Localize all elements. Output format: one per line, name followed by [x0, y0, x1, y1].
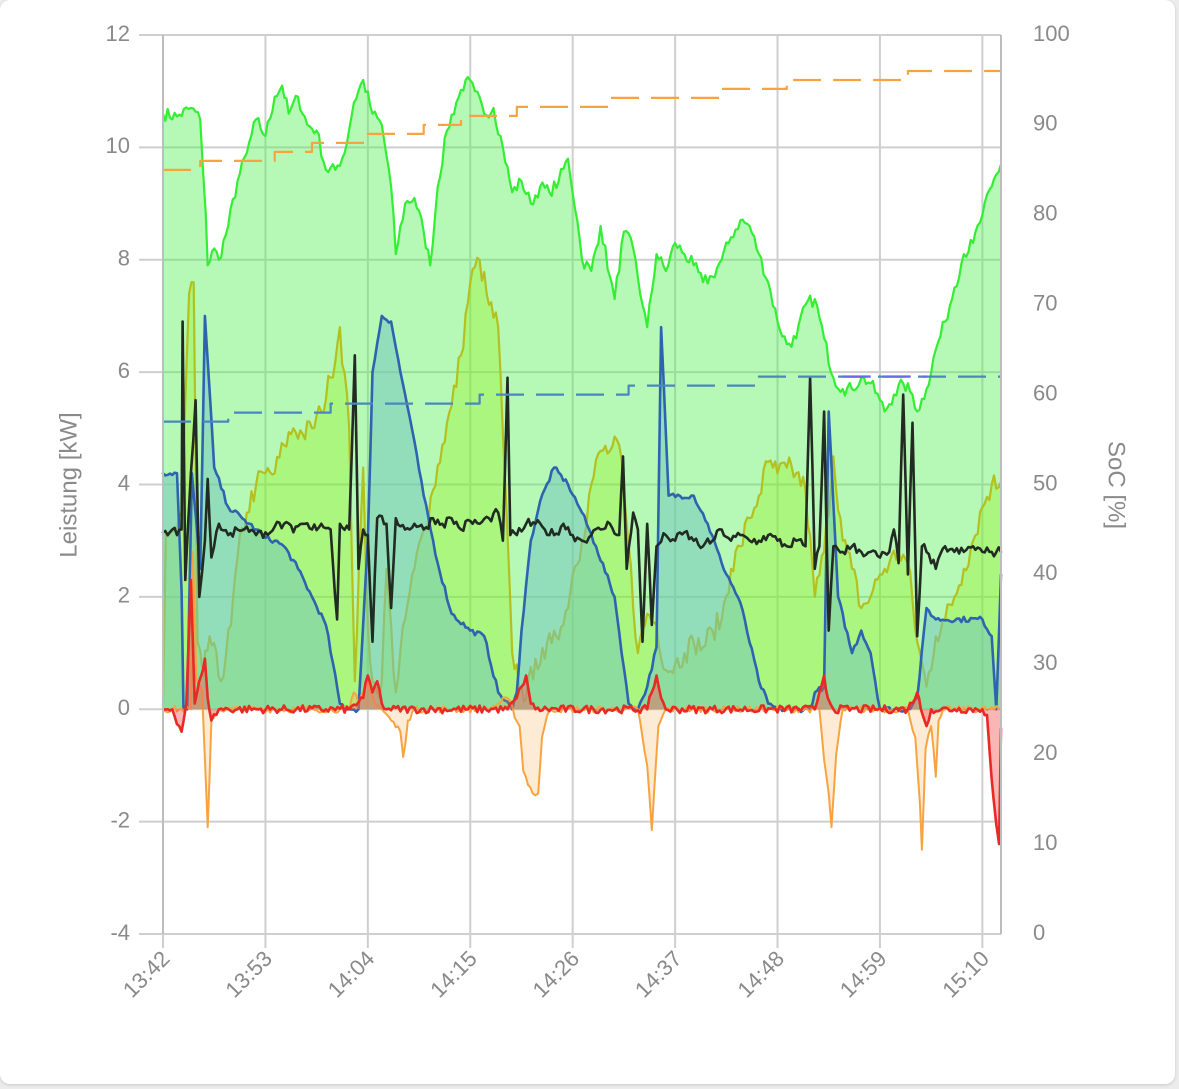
series-line-6: [163, 69, 1001, 171]
y2-tick-label: 60: [1033, 380, 1057, 405]
y2-tick-label: 80: [1033, 201, 1057, 226]
y2-tick-label: 90: [1033, 111, 1057, 136]
series-line-7: [163, 375, 1001, 423]
series-line-5: [161, 320, 1003, 644]
y-tick-label: 8: [118, 246, 130, 271]
series-area-1: [163, 257, 1001, 710]
y-tick-label: 2: [118, 583, 130, 608]
x-tick-label: 14:48: [732, 946, 789, 1003]
y2-tick-label: 70: [1033, 291, 1057, 316]
y2-tick-label: 30: [1033, 650, 1057, 675]
x-tick-label: 13:53: [220, 946, 277, 1003]
y2-tick-label: 20: [1033, 740, 1057, 765]
series-line-4: [161, 578, 1003, 846]
series-layer: [161, 69, 1003, 851]
series-line-2: [161, 314, 1003, 714]
y-tick-label: 0: [118, 695, 130, 720]
y-axis-title: Leistung [kW]: [55, 412, 82, 557]
y-tick-label: 12: [106, 21, 130, 46]
x-tick-label: 13:42: [118, 946, 175, 1003]
y2-tick-label: 10: [1033, 830, 1057, 855]
y2-tick-label: 40: [1033, 560, 1057, 585]
y-tick-label: 10: [106, 133, 130, 158]
y-tick-label: 4: [118, 470, 130, 495]
x-tick-label: 14:04: [323, 946, 380, 1003]
y2-tick-label: 100: [1033, 21, 1070, 46]
x-tick-label: 15:10: [937, 946, 994, 1003]
grid: [162, 34, 1001, 935]
y2-tick-label: 0: [1033, 920, 1045, 945]
x-tick-label: 14:37: [630, 946, 687, 1003]
y-tick-label: -4: [110, 920, 130, 945]
axes: [139, 34, 1002, 948]
y2-tick-label: 50: [1033, 470, 1057, 495]
y2-axis-title: SoC [%]: [1103, 441, 1130, 529]
x-tick-label: 14:59: [835, 946, 892, 1003]
x-tick-label: 14:15: [425, 946, 482, 1003]
y-tick-label: -2: [110, 807, 130, 832]
y-tick-label: 6: [118, 358, 130, 383]
x-tick-label: 14:26: [528, 946, 585, 1003]
